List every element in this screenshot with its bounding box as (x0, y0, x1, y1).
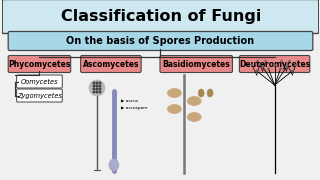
Text: Oomycetes: Oomycetes (20, 78, 58, 85)
Circle shape (291, 70, 294, 72)
Circle shape (96, 88, 98, 90)
Circle shape (93, 82, 95, 84)
Circle shape (261, 66, 264, 68)
Circle shape (251, 64, 253, 66)
Circle shape (281, 60, 283, 62)
FancyBboxPatch shape (17, 75, 62, 88)
FancyBboxPatch shape (17, 89, 62, 102)
FancyBboxPatch shape (8, 31, 313, 51)
Text: Zygomycetes: Zygomycetes (17, 93, 62, 99)
Circle shape (256, 70, 258, 72)
Circle shape (259, 64, 261, 66)
Circle shape (285, 66, 288, 68)
Text: Deuteromycetes: Deuteromycetes (239, 60, 310, 69)
FancyBboxPatch shape (2, 0, 319, 33)
Circle shape (96, 91, 98, 93)
Ellipse shape (198, 89, 204, 97)
Circle shape (99, 82, 101, 84)
Circle shape (279, 68, 282, 70)
Ellipse shape (187, 112, 201, 122)
Circle shape (257, 60, 259, 62)
Circle shape (99, 85, 101, 87)
FancyBboxPatch shape (160, 55, 232, 73)
Circle shape (294, 64, 296, 66)
Text: ▶ ascus: ▶ ascus (121, 99, 138, 103)
Text: Ascomycetes: Ascomycetes (83, 60, 139, 69)
Text: ▶ ascospore: ▶ ascospore (121, 106, 148, 110)
FancyBboxPatch shape (8, 55, 71, 73)
Text: Classification of Fungi: Classification of Fungi (61, 9, 262, 24)
Circle shape (268, 68, 270, 70)
Ellipse shape (207, 89, 213, 97)
Ellipse shape (109, 159, 119, 171)
Circle shape (265, 60, 267, 62)
Text: Phycomycetes: Phycomycetes (8, 60, 71, 69)
Circle shape (286, 64, 289, 66)
FancyBboxPatch shape (239, 55, 310, 73)
FancyBboxPatch shape (81, 55, 141, 73)
Circle shape (289, 60, 291, 62)
Ellipse shape (167, 89, 181, 98)
Circle shape (89, 80, 105, 96)
Circle shape (99, 88, 101, 90)
Circle shape (93, 88, 95, 90)
Text: Basidiomycetes: Basidiomycetes (162, 60, 230, 69)
Ellipse shape (167, 105, 181, 114)
Circle shape (273, 64, 276, 66)
Circle shape (99, 91, 101, 93)
Text: On the basis of Spores Production: On the basis of Spores Production (67, 36, 254, 46)
Circle shape (93, 91, 95, 93)
Circle shape (93, 85, 95, 87)
Circle shape (96, 85, 98, 87)
Circle shape (96, 82, 98, 84)
Ellipse shape (187, 96, 201, 105)
